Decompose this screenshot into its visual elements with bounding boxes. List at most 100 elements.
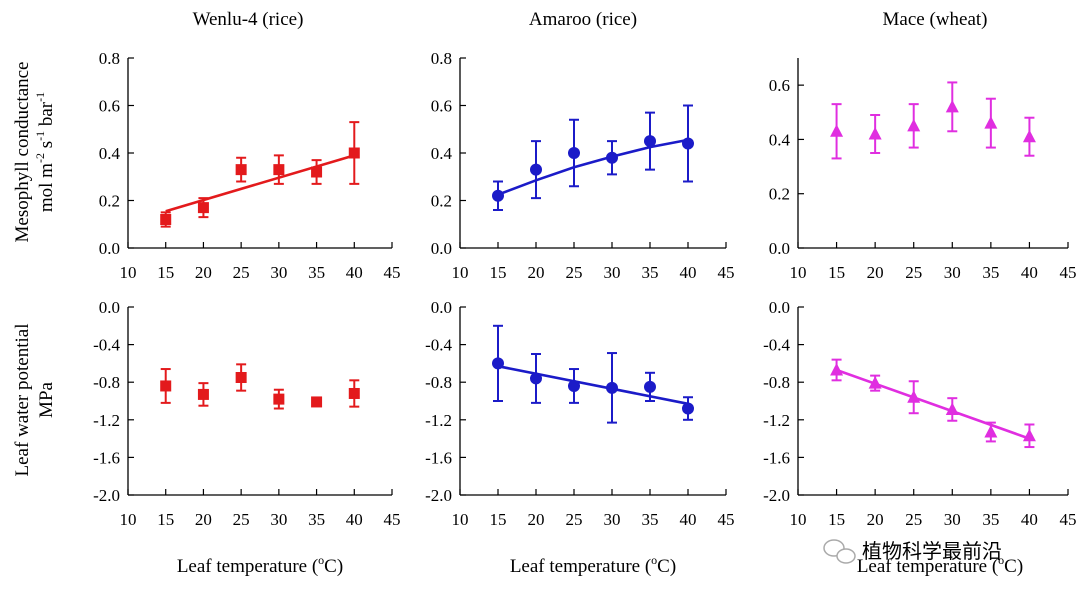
x-tick-label: 15 — [157, 263, 174, 282]
x-tick-label: 10 — [790, 510, 807, 529]
x-tick-label: 30 — [270, 510, 287, 529]
x-tick-label: 35 — [642, 263, 659, 282]
x-tick-label: 15 — [828, 510, 845, 529]
x-tick-label: 25 — [566, 510, 583, 529]
y-tick-label: 0.0 — [99, 239, 120, 258]
data-point — [568, 147, 580, 159]
y-tick-label: -1.6 — [93, 448, 120, 467]
data-point — [606, 151, 618, 164]
svg-text:Leaf water potential: Leaf water potential — [12, 324, 33, 477]
y-tick-label: -0.4 — [763, 336, 790, 355]
x-tick-label: 25 — [905, 510, 922, 529]
data-point — [348, 147, 360, 159]
panel-mace-lwp: 10 15 20 25 30 35 40 45 -2.0 -1.6 -1.2 -0.8 -0.4 0.0 — [763, 298, 1076, 529]
ylabel-top-units: mol m-2 s-1 bar-1 — [33, 92, 57, 212]
y-tick-label: -1.6 — [763, 448, 790, 467]
panel-wenlu4-gm: 10 15 20 25 30 35 40 45 0.0 0.2 0.4 0.6 0.8 — [99, 49, 401, 282]
svg-text:MPa: MPa — [36, 381, 57, 417]
fit-line — [497, 138, 689, 196]
y-tick-label: -0.8 — [763, 373, 790, 392]
data-point — [606, 381, 618, 394]
y-tick-label: -1.2 — [93, 411, 120, 430]
x-tick-label: 15 — [490, 510, 507, 529]
unit-exp-3: -1 — [33, 92, 47, 102]
data-point — [868, 376, 882, 389]
data-point — [348, 387, 360, 399]
data-point — [492, 357, 504, 370]
data-point — [945, 402, 959, 415]
data-point — [273, 393, 285, 405]
x-tick-label: 30 — [944, 510, 961, 529]
svg-text:mol m-2 s-1 bar-1: mol m-2 s-1 bar-1 — [33, 92, 57, 212]
y-tick-label: 0.4 — [431, 144, 453, 163]
x-tick-label: 25 — [233, 510, 250, 529]
unit-s: s — [36, 141, 57, 153]
y-tick-label: -0.4 — [93, 336, 120, 355]
x-tick-label: 15 — [828, 263, 845, 282]
y-tick-label: 0.0 — [431, 239, 452, 258]
data-point — [273, 164, 285, 176]
x-tick-label: 30 — [604, 510, 621, 529]
data-point — [530, 163, 542, 176]
svg-text:Mesophyll conductance: Mesophyll conductance — [12, 62, 33, 243]
data-point — [197, 202, 209, 214]
y-tick-label: -0.8 — [425, 373, 452, 392]
x-tick-label: 45 — [718, 263, 735, 282]
x-tick-label: 30 — [270, 263, 287, 282]
y-tick-label: -0.4 — [425, 336, 452, 355]
watermark-text: 植物科学最前沿 — [862, 540, 1002, 563]
x-tick-label: 45 — [1060, 510, 1077, 529]
y-tick-label: 0.0 — [769, 239, 790, 258]
data-point — [311, 396, 323, 408]
y-tick-label: 0.8 — [431, 49, 452, 68]
data-point — [235, 372, 247, 383]
y-tick-label: 0.0 — [99, 298, 120, 317]
x-tick-label: 45 — [718, 510, 735, 529]
x-tick-label: 40 — [1021, 510, 1038, 529]
data-point — [984, 425, 998, 438]
y-tick-label: 0.6 — [99, 97, 120, 116]
x-tick-label: 45 — [1060, 263, 1077, 282]
x-tick-label: 45 — [384, 263, 401, 282]
x-tick-label: 35 — [308, 263, 325, 282]
x-tick-label: 20 — [195, 263, 212, 282]
x-tick-label: 20 — [867, 263, 884, 282]
x-tick-label: 40 — [680, 263, 697, 282]
data-point — [644, 135, 656, 148]
data-point — [907, 118, 921, 132]
x-tick-label: 25 — [566, 263, 583, 282]
panel-wenlu4-lwp: 10 15 20 25 30 35 40 45 -2.0 -1.6 -1.2 -0.8 -0.4 0.0 — [93, 298, 400, 529]
y-tick-label: 0.2 — [99, 192, 120, 211]
column-title-wenlu4: Wenlu-4 (rice) — [193, 9, 304, 30]
data-point — [1022, 428, 1036, 442]
ylabel-top: Mesophyll conductance — [12, 62, 33, 243]
y-tick-label: 0.6 — [769, 76, 790, 95]
data-point — [160, 214, 172, 225]
y-tick-label: -1.2 — [763, 411, 790, 430]
x-tick-label: 40 — [346, 510, 363, 529]
y-tick-label: 0.8 — [99, 49, 120, 68]
x-tick-label: 25 — [905, 263, 922, 282]
panel-mace-gm: 10 15 20 25 30 35 40 45 0.0 0.2 0.4 0.6 — [769, 58, 1077, 282]
watermark: 植物科学最前沿 — [823, 539, 1002, 564]
wechat-icon — [823, 539, 856, 564]
y-tick-label: 0.2 — [431, 192, 452, 211]
data-point — [984, 116, 998, 129]
data-point — [945, 99, 959, 113]
x-tick-label: 20 — [195, 510, 212, 529]
x-tick-label: 10 — [120, 510, 137, 529]
y-tick-label: 0.0 — [769, 298, 790, 317]
x-tick-label: 35 — [982, 510, 999, 529]
data-point — [160, 380, 172, 392]
unit-exp-2: -1 — [33, 131, 47, 141]
data-point — [1022, 129, 1036, 143]
y-tick-label: 0.6 — [431, 97, 452, 116]
y-tick-label: -0.8 — [93, 373, 120, 392]
y-tick-label: -2.0 — [93, 486, 120, 505]
column-title-mace: Mace (wheat) — [883, 9, 988, 30]
data-point — [644, 380, 656, 393]
data-point — [830, 124, 844, 137]
y-tick-label: -1.2 — [425, 411, 452, 430]
data-point — [492, 189, 504, 202]
